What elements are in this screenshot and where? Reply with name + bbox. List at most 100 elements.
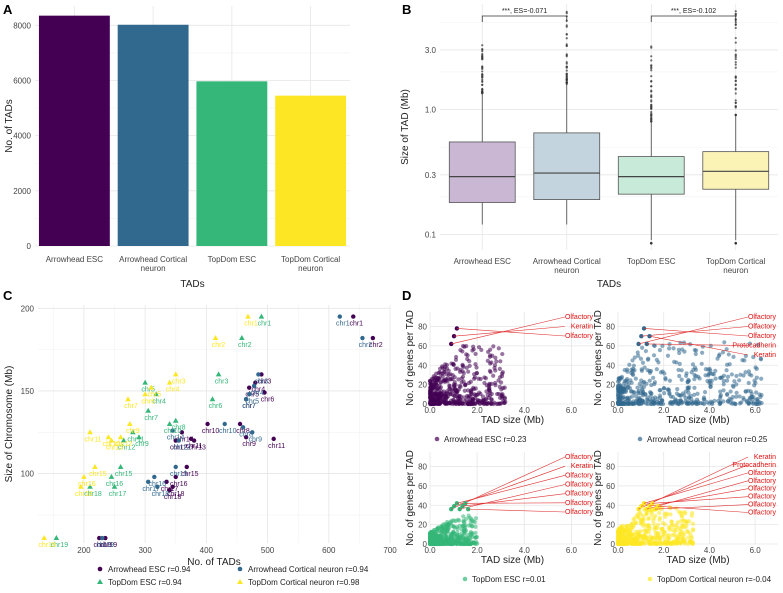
panel-d-point	[646, 540, 652, 545]
panel-d-point	[625, 369, 630, 374]
panel-b-bracket	[481, 15, 568, 22]
panel-d-point	[687, 538, 692, 543]
panel-c-point	[127, 421, 133, 426]
panel-d-point	[632, 355, 637, 360]
panel-d-point	[679, 368, 684, 373]
panel-d-point	[731, 354, 736, 359]
panel-d-point	[625, 523, 630, 528]
panel-d-point	[458, 398, 464, 403]
panel-d-point	[742, 358, 747, 363]
panel-d-point	[751, 354, 756, 360]
panel-b-outlier	[734, 23, 737, 26]
panel-c-point-label: chr13	[106, 445, 124, 452]
panel-d-point	[708, 399, 714, 404]
panel-d-point	[746, 388, 751, 393]
panel-b-outlier	[734, 63, 737, 66]
panel-d-point	[461, 379, 466, 384]
panel-d-point	[455, 517, 461, 522]
panel-d-point	[444, 372, 449, 377]
panel-c-point	[103, 535, 108, 541]
panel-d-point	[465, 353, 470, 358]
panel-a-ytick: 0	[27, 242, 32, 251]
panel-d-point	[713, 376, 718, 381]
panel-c-xtick: 700	[383, 546, 397, 555]
panel-d-point	[615, 383, 621, 388]
panel-a-bar	[196, 81, 268, 246]
panel-d-point	[631, 541, 636, 546]
panel-d-point	[456, 377, 461, 382]
panel-d-xtick: 2.0	[472, 406, 484, 415]
panel-d-point	[685, 528, 690, 533]
panel-d-label-line	[652, 496, 749, 504]
panel-d-point	[699, 361, 704, 366]
panel-c-point-label: chr5	[245, 392, 259, 399]
panel-b-outlier	[650, 96, 653, 99]
panel-d-xtick: 6.0	[750, 546, 762, 555]
panel-d-gene-label: Olfactory	[748, 486, 777, 493]
panel-c-point-label: chr15	[181, 471, 199, 478]
panel-c-legend-label: Arrowhead ESC r=0.94	[108, 565, 191, 574]
panel-d-point	[464, 393, 470, 399]
panel-d-xtick: 2.0	[658, 546, 670, 555]
panel-c-point	[105, 434, 112, 440]
panel-d-ytick: 80	[606, 323, 615, 332]
panel-d-point	[692, 400, 698, 405]
panel-d-ytick: 20	[606, 521, 615, 530]
panel-d-point	[434, 399, 439, 404]
panel-c-point	[251, 383, 257, 389]
panel-d-point	[676, 367, 681, 373]
panel-c-point-label: chr3	[255, 378, 269, 385]
panel-d-point	[754, 390, 759, 395]
panel-d-point	[734, 394, 739, 399]
panel-d-point	[651, 541, 656, 546]
panel-c-point	[184, 464, 189, 470]
panel-c-point-label: chr5	[147, 392, 161, 399]
panel-d-point	[473, 530, 478, 536]
panel-d-point	[466, 513, 471, 518]
panel-d-point	[479, 347, 484, 353]
panel-c-point	[173, 438, 178, 443]
panel-b-outlier	[481, 48, 484, 51]
panel-d-point	[724, 368, 729, 373]
panel-d-point	[651, 521, 656, 526]
panel-d-point	[687, 400, 692, 406]
panel-c-point	[240, 425, 246, 430]
panel-d-point	[681, 518, 687, 523]
panel-c-point	[130, 429, 136, 435]
panel-d-point	[680, 535, 685, 541]
panel-d-point	[660, 529, 665, 534]
panel-b-outlier	[481, 70, 484, 73]
panel-c-point	[148, 384, 155, 390]
panel-d-point	[627, 386, 633, 391]
panel-c-point	[153, 391, 159, 397]
panel-c-point-label: chr1	[244, 321, 258, 328]
panel-d-point	[636, 353, 641, 358]
panel-d-point	[455, 366, 460, 371]
panel-d-point	[641, 380, 646, 385]
panel-d-legend-label: Arrowhead ESC r=0.23	[444, 435, 527, 444]
panel-d-point	[626, 534, 631, 539]
panel-d-point	[634, 513, 639, 518]
panel-d-xtick: 4.0	[519, 546, 531, 555]
panel-d-point	[458, 535, 464, 540]
panel-c-point-label: chr1	[336, 321, 350, 328]
panel-d-gene-label: Olfactory	[748, 333, 777, 340]
panel-c-point	[271, 436, 276, 442]
panel-d-ytick: 0	[611, 400, 616, 409]
panel-d-legend-label: TopDom ESC r=0.01	[472, 575, 546, 584]
panel-c-point-label: chr2	[359, 342, 373, 349]
panel-d-point	[471, 385, 476, 390]
panel-c-point-label: chr10	[164, 428, 182, 435]
panel-c-point-label: chr9	[242, 441, 256, 448]
panel-d-label-line	[456, 475, 566, 504]
panel-c-point-label: chr12	[170, 445, 188, 452]
panel-d-gene-label: Olfactory	[748, 470, 777, 477]
panel-c-point-label: chr19	[100, 542, 118, 549]
panel-d-point	[654, 367, 659, 372]
panel-b-ytick: 0.1	[425, 230, 437, 239]
panel-d-point	[669, 540, 674, 545]
panel-d-point	[493, 355, 498, 360]
panel-d-point	[500, 371, 505, 376]
panel-d-point	[447, 383, 452, 388]
panel-d-point	[628, 523, 634, 528]
